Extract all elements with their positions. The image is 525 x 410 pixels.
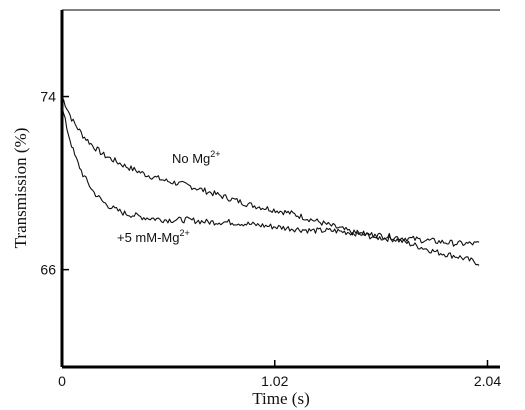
annotation-5mm-mg-main: +5 mM-Mg <box>117 230 179 245</box>
y-axis-title: Transmission (%) <box>11 128 30 249</box>
series-annotation-no-mg: No Mg2+ <box>172 149 221 166</box>
y-tick-label: 74 <box>40 89 56 105</box>
series-annotation-5mm-mg: +5 mM-Mg2+ <box>117 228 190 245</box>
series-line-5mm-mg <box>61 105 480 247</box>
x-ticks: 0 1.02 2.04 <box>58 360 501 389</box>
series-layer <box>61 96 480 266</box>
series-line-no-mg <box>61 96 480 266</box>
x-axis-title: Time (s) <box>252 389 309 408</box>
y-tick-label: 66 <box>40 262 56 278</box>
annotation-5mm-mg-sup: 2+ <box>179 228 189 238</box>
x-tick-label: 1.02 <box>261 373 288 389</box>
y-ticks: 74 66 <box>40 89 69 278</box>
x-tick-label: 2.04 <box>474 373 501 389</box>
annotation-no-mg-main: No Mg <box>172 151 210 166</box>
annotation-no-mg-sup: 2+ <box>210 149 220 159</box>
plot-frame <box>60 9 500 369</box>
x-tick-label: 0 <box>58 373 66 389</box>
